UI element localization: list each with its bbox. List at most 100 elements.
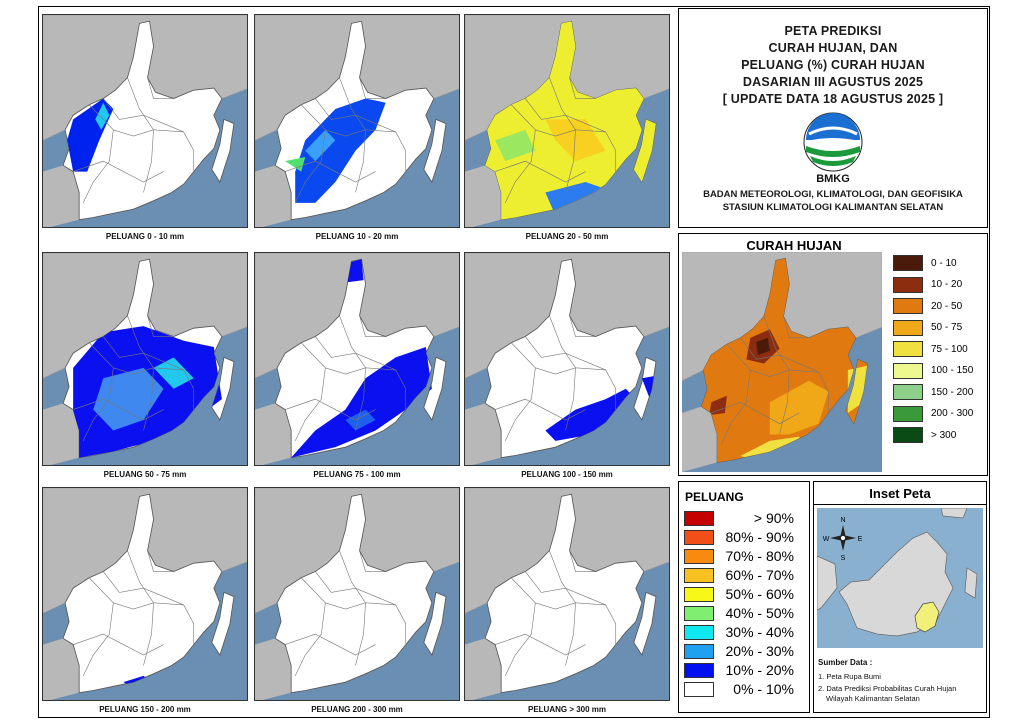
regency-boundary [294,367,326,442]
probability-map-panel [42,252,248,466]
probability-map [43,488,247,700]
neighbor-land [43,638,80,700]
regency-boundary [711,401,800,425]
regency-boundary [504,129,536,204]
legend-label: 40% - 50% [725,605,794,621]
legend-swatch [893,319,923,336]
regency-boundary [73,160,164,183]
probability-map-panel [42,14,248,228]
regency-boundary [504,602,536,677]
legend-swatch [893,362,923,379]
bmkg-logo-text: BMKG [816,173,850,185]
probability-map-panel [254,252,460,466]
probability-map-panel [254,14,460,228]
regency-boundary [569,550,596,572]
probability-zone [709,395,727,416]
regency-boundary [726,344,790,377]
regency-boundary [783,316,809,339]
legend-label: 80% - 90% [725,529,794,545]
regency-boundary [73,398,164,421]
regency-boundary [285,633,376,656]
regency-boundary [511,104,576,137]
regency-boundary [569,315,596,337]
regency-boundary [511,577,576,610]
regency-boundary [89,342,154,375]
legend-swatch [684,529,714,545]
title-line: [ UPDATE DATA 18 AGUSTUS 2025 ] [722,92,944,106]
island-outline [633,356,657,421]
probability-legend-item: 50% - 60% [684,586,794,602]
regency-boundary [153,129,195,172]
probability-zone [305,129,336,162]
regency-boundary [301,104,366,137]
neighbor-land [682,406,718,472]
probability-map-panel [464,14,670,228]
probability-zone [545,388,636,441]
regency-boundary [294,602,326,677]
regency-boundary [789,369,829,413]
title-line: PELUANG (%) CURAH HUJAN [741,58,925,72]
compass-n: N [840,517,845,524]
probability-zone [545,119,606,162]
probability-legend-item: 30% - 40% [684,624,794,640]
regency-boundary [153,602,195,645]
legend-swatch [684,624,714,640]
probability-map-panel [42,487,248,701]
probability-legend-item: 0% - 10% [684,681,794,697]
regency-boundary [82,367,114,442]
probability-map-panel [464,252,670,466]
regency-boundary [153,367,195,410]
probability-zone [285,156,306,172]
legend-label: 70% - 80% [725,548,794,564]
regency-boundary [301,342,366,375]
neighbor-land [465,638,502,700]
rainfall-legend-item: 200 - 300 [893,405,974,422]
regency-boundary [495,633,586,656]
probability-legend-panel: PELUANG [678,481,810,713]
probability-legend-item: 10% - 20% [684,662,794,678]
probability-zone [95,102,110,130]
regency-boundary [365,129,407,172]
inset-title: Inset Peta [869,486,931,501]
neighbor-land [255,403,292,465]
island-outline [423,118,447,183]
probability-legend-item: 80% - 90% [684,529,794,545]
bmkg-logo: BMKG [803,112,863,185]
probability-map [465,253,669,465]
org-name: BADAN METEOROLOGI, KLIMATOLOGI, DAN GEOF… [703,189,963,200]
probability-zone [93,367,164,431]
regency-boundary [549,315,576,431]
legend-swatch [684,586,714,602]
probability-map [43,15,247,227]
outer-frame [38,6,990,718]
regency-boundary [359,550,386,572]
legend-swatch [893,255,923,271]
legend-label: 20% - 30% [725,643,794,659]
panel-caption: PELUANG > 300 mm [527,705,607,714]
regency-boundary [720,370,751,446]
rainfall-legend-item: > 300 [893,427,956,443]
regency-boundary [575,129,617,172]
regency-boundary [147,550,174,572]
panel-caption: PELUANG 10 - 20 mm [315,232,399,241]
rainfall-legend-item: 10 - 20 [893,276,962,293]
source-line: 2. Data Prediksi Probabilitas Curah Huja… [818,684,957,693]
neighbor-land [43,403,80,465]
legend-label: 50% - 60% [725,586,794,602]
regency-boundary [495,398,586,421]
regency-boundary [301,577,366,610]
inset-panel: Inset Peta N S E W Sumber Data : 1. Peta… [813,481,987,713]
legend-swatch [684,548,714,564]
title-line: PETA PREDIKSI [784,24,882,38]
panel-caption: PELUANG 0 - 10 mm [105,232,185,241]
rainfall-legend-item: 150 - 200 [893,384,973,400]
regency-boundary [82,129,114,204]
probability-map [465,488,669,700]
regency-boundary [89,577,154,610]
compass-w: W [823,536,830,543]
title-block: PETA PREDIKSI CURAH HUJAN, DAN PELUANG (… [678,8,988,228]
legend-label: 200 - 300 [931,408,974,419]
probability-legend-item: 60% - 70% [684,567,794,583]
neighbor-land [43,165,80,227]
legend-swatch [893,298,923,314]
